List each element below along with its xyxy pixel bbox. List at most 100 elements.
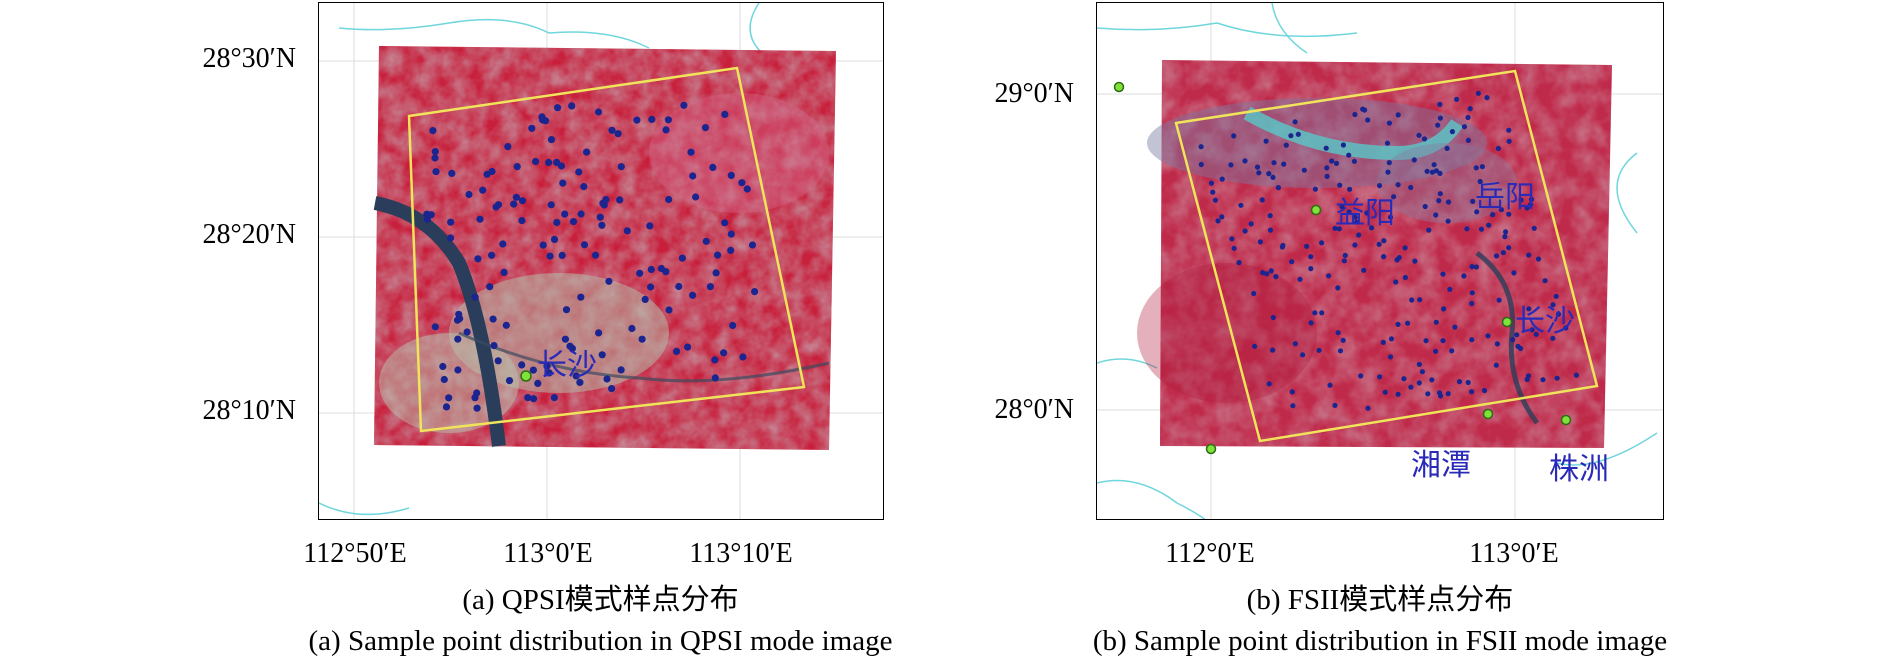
sample-point	[1555, 311, 1562, 317]
sample-point	[1454, 96, 1460, 102]
sample-point	[636, 269, 644, 277]
sample-point	[1341, 258, 1347, 264]
sample-point	[423, 210, 431, 218]
sample-point	[1411, 157, 1417, 163]
sample-point	[1271, 160, 1277, 166]
sample-point	[1387, 214, 1394, 220]
sample-point	[1228, 162, 1234, 168]
sample-point	[1506, 245, 1512, 251]
sample-point	[628, 324, 636, 333]
sample-point	[1425, 391, 1431, 397]
sample-point	[1479, 164, 1485, 170]
sample-point	[1312, 186, 1318, 192]
sample-point	[665, 306, 673, 314]
sample-point	[603, 375, 611, 383]
sample-point	[1526, 306, 1532, 312]
sample-point	[701, 124, 710, 132]
sample-point	[1254, 164, 1261, 170]
sample-point	[617, 163, 625, 171]
sample-point	[559, 179, 567, 187]
sample-point	[1469, 300, 1475, 307]
sample-point	[1259, 197, 1265, 203]
sample-point	[1437, 115, 1443, 121]
sample-point	[1384, 140, 1391, 146]
sample-point	[638, 335, 646, 343]
sample-point	[1550, 302, 1556, 308]
sample-point	[1326, 273, 1332, 279]
caption-b-en: (b) Sample point distribution in FSII mo…	[1092, 625, 1668, 657]
sample-point	[1288, 133, 1294, 139]
sample-point	[1456, 379, 1463, 385]
sample-point	[1408, 184, 1414, 191]
sample-point	[1365, 117, 1371, 123]
sample-point	[657, 264, 665, 273]
sample-point	[711, 356, 719, 364]
sample-point	[518, 217, 526, 225]
sample-point	[1267, 227, 1274, 233]
sample-point	[454, 335, 462, 343]
sample-point	[1449, 348, 1455, 354]
sample-point	[1263, 138, 1269, 144]
sample-point	[689, 291, 697, 299]
sample-point	[712, 269, 720, 277]
sample-point	[687, 148, 695, 156]
sample-point	[591, 251, 600, 259]
sample-point	[553, 218, 561, 227]
sample-point	[1268, 268, 1274, 274]
sample-point	[616, 196, 624, 204]
sample-point	[465, 190, 473, 199]
sample-point	[1351, 158, 1357, 164]
city-marker-zhuzhou	[1560, 414, 1572, 426]
sample-point	[1477, 178, 1483, 185]
sample-point	[1445, 218, 1451, 224]
sample-point	[1469, 290, 1475, 296]
lat-tick-b-2: 28°0′N	[994, 394, 1074, 425]
sample-point	[1260, 270, 1266, 276]
sample-point	[440, 375, 448, 384]
sample-point	[1473, 165, 1479, 171]
sample-point	[1352, 111, 1358, 118]
city-marker-sw	[1205, 443, 1217, 455]
sample-point	[1329, 158, 1335, 164]
sample-point	[595, 329, 603, 337]
place-label-xiangtan: 湘潭	[1411, 448, 1471, 483]
sample-point	[1416, 361, 1422, 367]
sample-point	[1395, 321, 1401, 327]
sample-point	[1469, 264, 1475, 270]
sample-point	[1301, 167, 1307, 173]
sample-point	[1369, 225, 1375, 231]
sample-point	[1336, 226, 1342, 232]
sample-point	[1198, 161, 1204, 168]
sample-point	[1518, 197, 1524, 203]
sample-point	[431, 148, 439, 156]
city-marker-nw	[1113, 81, 1125, 93]
sample-point	[1396, 255, 1402, 261]
sample-point	[488, 251, 496, 259]
sample-point	[684, 343, 692, 351]
sample-point	[1478, 226, 1485, 232]
sample-point	[1533, 331, 1539, 337]
sample-point	[1319, 240, 1325, 246]
sample-point	[489, 315, 497, 323]
lon-tick-a-2: 113°0′E	[503, 538, 593, 569]
sample-point	[1573, 372, 1579, 378]
sample-point	[1376, 241, 1382, 247]
sample-point	[448, 169, 456, 177]
sample-point	[1421, 136, 1428, 142]
sample-point	[1289, 259, 1295, 265]
sample-point	[1332, 402, 1338, 408]
sample-point	[729, 321, 737, 330]
sample-point	[1381, 238, 1387, 244]
sample-point	[1437, 170, 1443, 176]
sample-point	[1524, 205, 1530, 211]
sample-point	[529, 366, 537, 374]
sample-point	[1231, 245, 1237, 251]
sample-point	[566, 342, 574, 350]
sample-point	[1433, 212, 1439, 218]
sample-point	[1335, 330, 1341, 336]
sample-point	[1440, 338, 1446, 344]
sample-point	[598, 351, 606, 359]
sample-point	[748, 241, 757, 249]
sample-point	[1433, 348, 1439, 354]
sample-point	[1210, 189, 1216, 195]
